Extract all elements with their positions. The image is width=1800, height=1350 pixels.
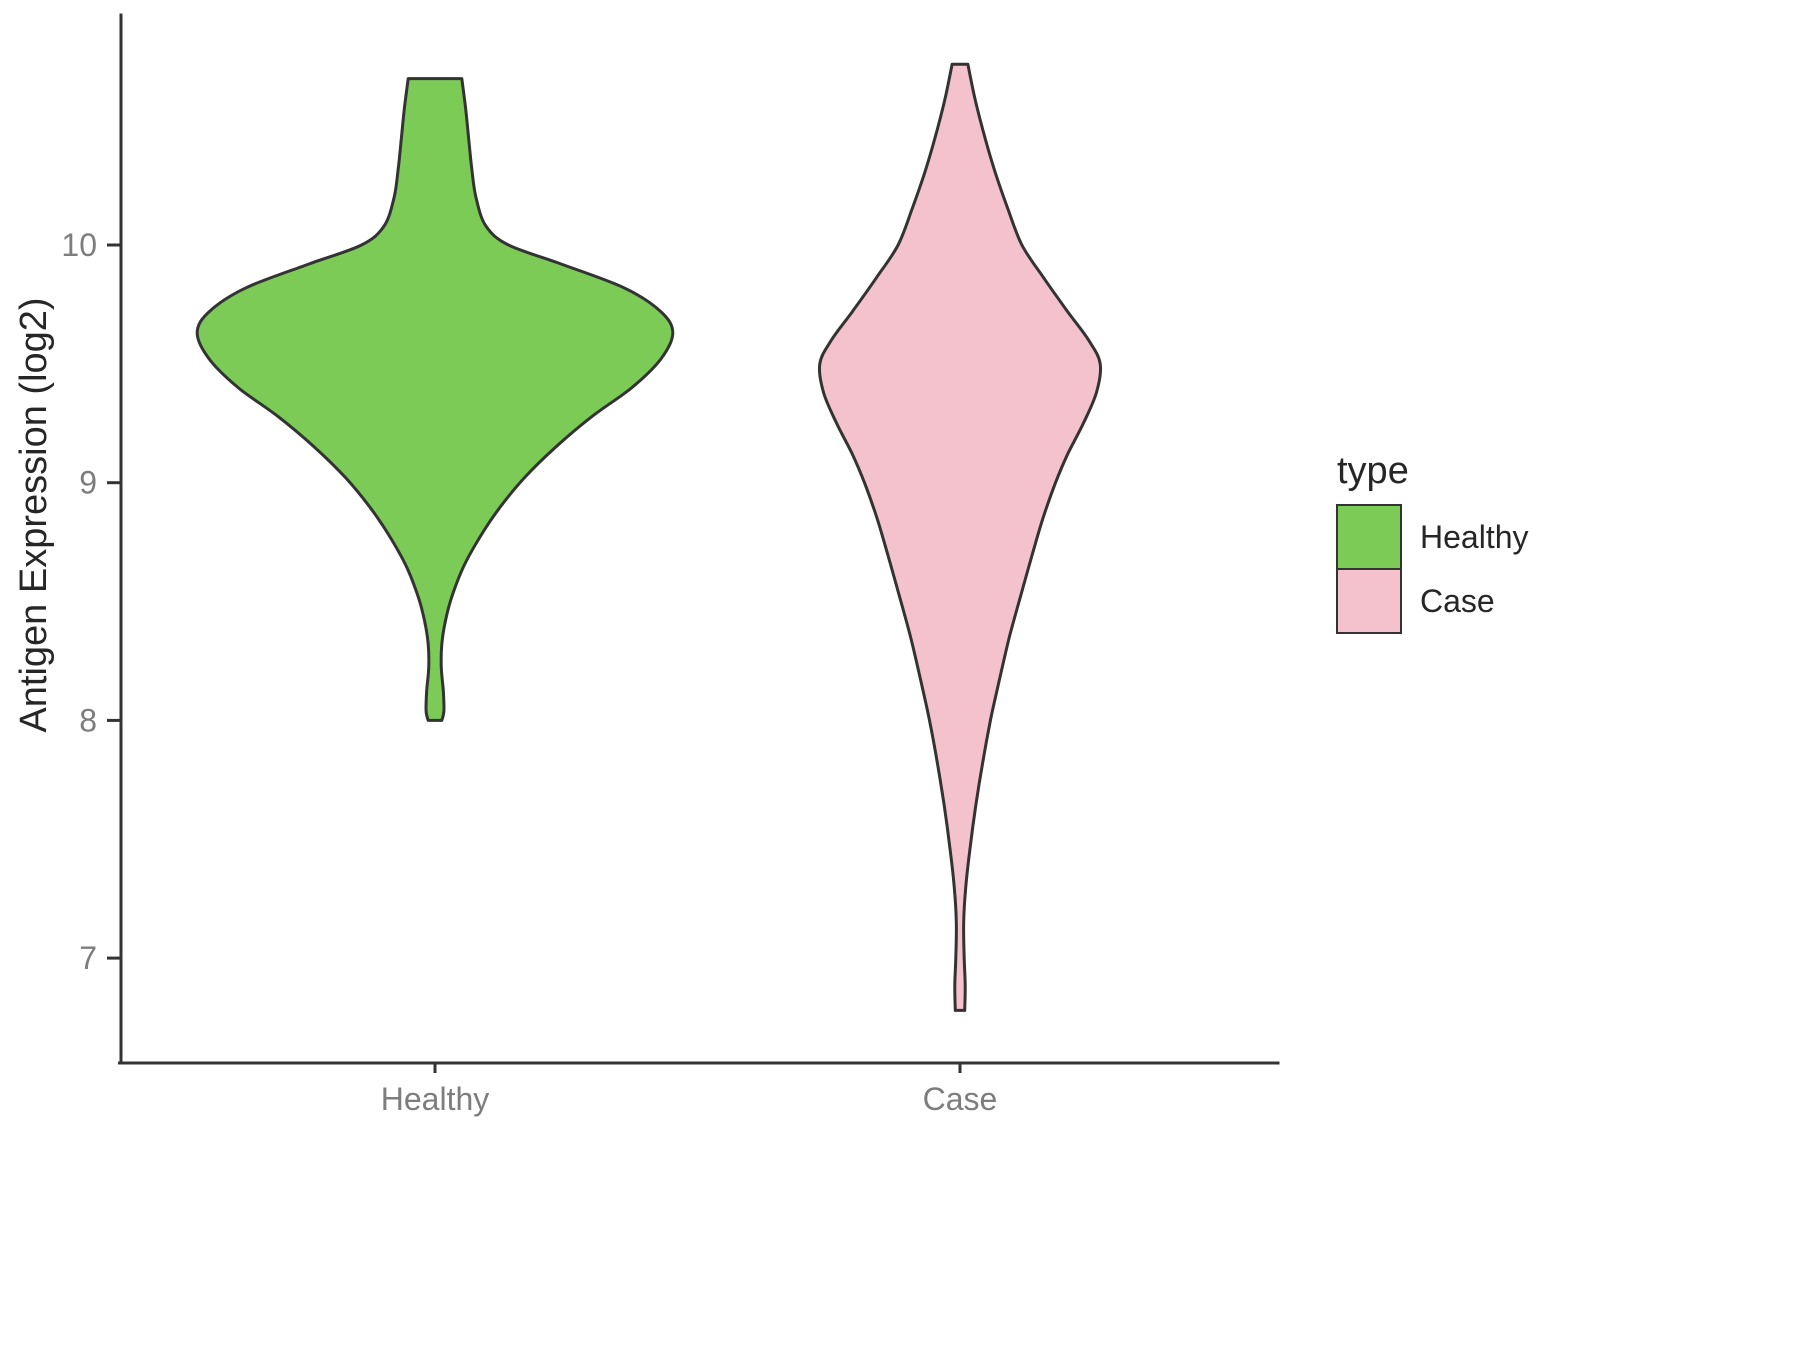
violin-healthy [195,77,675,722]
y-axis-title: Antigen Expression (log2) [13,297,55,732]
legend-key-healthy [1336,504,1402,570]
legend-key-case [1336,568,1402,634]
legend: type Healthy Case [1336,450,1529,634]
legend-label-case: Case [1420,583,1495,619]
y-tick-label: 7 [79,940,97,976]
y-tick-label: 10 [61,227,97,263]
legend-label-healthy: Healthy [1420,519,1529,555]
violins-group [195,62,1103,1012]
x-tick-label: Case [923,1081,998,1117]
y-tick-label: 9 [79,465,97,501]
legend-entries-group: Healthy Case [1336,504,1529,634]
x-tick-label: Healthy [381,1081,490,1117]
axis-ticks-group: 10 9 8 7 Healthy Case [61,227,997,1117]
violin-case [817,62,1103,1012]
legend-title: type [1337,450,1409,492]
y-tick-label: 8 [79,702,97,738]
